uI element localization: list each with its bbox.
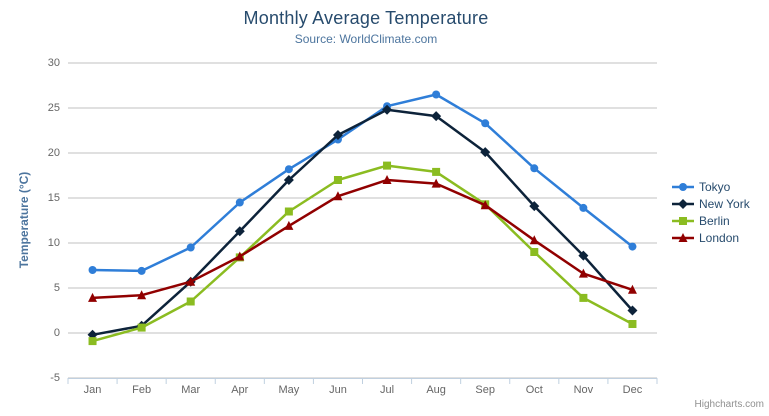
point-tokyo-oct[interactable]	[530, 164, 539, 173]
point-london-jan[interactable]	[88, 292, 98, 302]
point-tokyo-sep[interactable]	[481, 119, 490, 128]
point-london-may[interactable]	[284, 220, 294, 230]
chart-title: Monthly Average Temperature	[243, 8, 489, 28]
y-axis-label: 10	[47, 237, 60, 249]
x-axis-label: Jun	[329, 384, 347, 396]
point-berlin-jan[interactable]	[88, 337, 97, 346]
x-axis-label: Feb	[132, 384, 152, 396]
credits-link[interactable]: Highcharts.com	[694, 399, 764, 410]
x-axis-label: Jan	[83, 384, 102, 396]
legend-label: New York	[699, 196, 750, 211]
series-line-london	[91, 178, 634, 300]
series-line-berlin	[91, 164, 634, 343]
x-axis-label: Mar	[181, 384, 201, 396]
point-berlin-nov[interactable]	[579, 293, 588, 302]
point-tokyo-nov[interactable]	[579, 203, 588, 212]
point-new-york-aug[interactable]	[431, 111, 442, 122]
point-tokyo-mar[interactable]	[186, 243, 195, 252]
point-london-jul[interactable]	[382, 175, 392, 184]
point-london-oct[interactable]	[529, 235, 539, 245]
triangle-marker-icon	[672, 232, 694, 242]
point-new-york-oct[interactable]	[529, 201, 540, 212]
x-axis-label: May	[278, 384, 300, 396]
point-berlin-oct[interactable]	[530, 248, 539, 256]
point-berlin-jul[interactable]	[383, 161, 392, 170]
point-new-york-jul[interactable]	[382, 104, 393, 115]
point-new-york-nov[interactable]	[578, 250, 589, 261]
point-tokyo-apr[interactable]	[235, 198, 244, 207]
legend-label: London	[699, 230, 740, 245]
y-axis-label: 30	[47, 57, 60, 69]
y-axis-label: 5	[53, 282, 60, 294]
point-london-sep[interactable]	[480, 200, 490, 210]
point-new-york-may[interactable]	[283, 175, 294, 185]
hamburger-icon	[736, 15, 748, 30]
y-axis-label: 20	[47, 147, 60, 159]
point-london-aug[interactable]	[431, 178, 441, 188]
point-london-mar[interactable]	[186, 276, 196, 286]
legend-label: Berlin	[699, 213, 730, 228]
x-axis-label: Jul	[380, 384, 395, 396]
x-axis-label: Oct	[525, 384, 543, 396]
legend-label: Tokyo	[699, 179, 731, 194]
export-menu-button[interactable]	[729, 12, 755, 32]
legend-item-berlin[interactable]: Berlin	[672, 212, 750, 229]
point-tokyo-jan[interactable]	[88, 266, 97, 274]
point-new-york-dec[interactable]	[627, 305, 638, 316]
point-berlin-dec[interactable]	[628, 320, 637, 328]
point-london-jun[interactable]	[333, 191, 343, 201]
point-new-york-apr[interactable]	[234, 226, 245, 237]
point-london-dec[interactable]	[627, 284, 637, 294]
x-axis-label: Apr	[231, 384, 249, 396]
legend-item-new-york[interactable]: New York	[672, 195, 750, 212]
point-berlin-may[interactable]	[284, 207, 293, 216]
x-axis-label: Nov	[573, 384, 594, 396]
square-marker-icon	[672, 216, 694, 225]
point-tokyo-may[interactable]	[284, 165, 293, 174]
point-new-york-jun[interactable]	[332, 130, 343, 140]
legend-item-tokyo[interactable]: Tokyo	[672, 178, 750, 195]
y-axis-label: 0	[53, 327, 60, 339]
y-axis-label: -5	[50, 372, 60, 384]
circle-marker-icon	[672, 182, 694, 191]
point-london-nov[interactable]	[578, 268, 588, 278]
point-tokyo-dec[interactable]	[628, 242, 637, 251]
point-berlin-aug[interactable]	[432, 167, 441, 176]
point-berlin-jun[interactable]	[333, 176, 342, 184]
point-london-feb[interactable]	[137, 290, 147, 300]
y-axis-label: 25	[47, 102, 60, 114]
y-axis-label: 15	[47, 192, 60, 204]
diamond-marker-icon	[672, 198, 694, 209]
point-tokyo-aug[interactable]	[432, 90, 441, 99]
y-axis-title: Temperature (°C)	[17, 171, 31, 269]
x-axis-label: Dec	[622, 384, 643, 396]
x-axis-label: Aug	[426, 384, 446, 396]
point-berlin-mar[interactable]	[186, 297, 195, 306]
point-tokyo-feb[interactable]	[137, 266, 146, 275]
legend: Tokyo New York Berlin London	[672, 178, 750, 246]
series-line-tokyo	[91, 93, 634, 273]
legend-item-london[interactable]: London	[672, 229, 750, 246]
point-berlin-feb[interactable]	[137, 323, 146, 332]
x-axis-label: Sep	[475, 384, 495, 396]
point-new-york-sep[interactable]	[480, 147, 491, 158]
chart-subtitle: Source: WorldClimate.com	[294, 32, 438, 46]
point-london-apr[interactable]	[235, 251, 245, 261]
series-line-new-york	[91, 108, 634, 337]
